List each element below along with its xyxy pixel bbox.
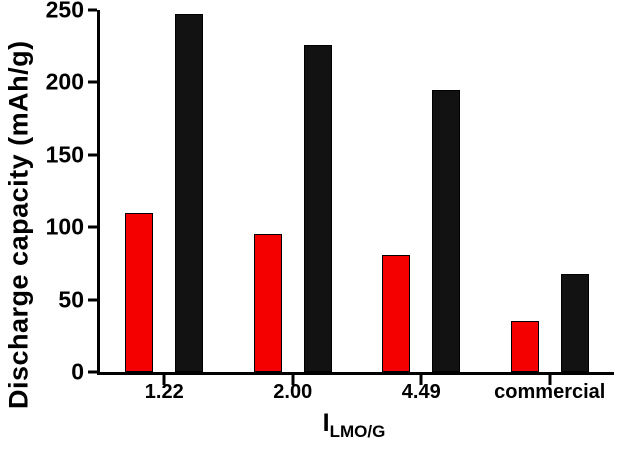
y-tick-label: 100 [45, 213, 84, 240]
x-axis-label-subscript: LMO/G [329, 422, 386, 441]
y-tick-label: 250 [45, 0, 84, 23]
y-tick-mark [88, 8, 97, 12]
y-axis-label-text: Discharge capacity (mAh/g) [3, 40, 34, 410]
bar-red-2.00 [253, 234, 282, 372]
y-tick-mark [88, 370, 97, 374]
x-tick-label: 2.00 [273, 381, 313, 403]
x-tick-mark [548, 375, 552, 385]
x-tick-label: 1.22 [144, 381, 184, 403]
y-tick-mark [88, 80, 97, 84]
y-tick-mark [88, 225, 97, 229]
bar-black-2.00 [303, 44, 332, 372]
y-tick-mark [88, 298, 97, 302]
x-tick-mark [162, 375, 166, 385]
x-tick-mark [291, 375, 295, 385]
y-tick-label: 50 [58, 286, 84, 313]
bar-black-4.49 [432, 89, 461, 372]
y-tick-mark [88, 153, 97, 157]
x-axis-label-main: I [322, 409, 330, 437]
plot-area: 0 50 100 150 200 250 1.22 2.00 4.49 commercial [46, 0, 614, 402]
bar-red-4.49 [382, 254, 411, 372]
bar-red-1.22 [125, 212, 154, 372]
x-axis-label: ILMO/G [97, 409, 611, 442]
y-tick-label: 150 [45, 141, 84, 168]
x-tick-mark [419, 375, 423, 385]
x-tick-label: commercial [494, 381, 606, 403]
y-tick-label: 0 [71, 358, 84, 385]
y-tick-label: 200 [45, 68, 84, 95]
x-tick-label: 4.49 [401, 381, 441, 403]
bar-red-commercial [510, 321, 539, 372]
bar-black-1.22 [175, 14, 204, 372]
y-axis-label: Discharge capacity (mAh/g) [1, 0, 37, 450]
bar-black-commercial [560, 273, 589, 372]
